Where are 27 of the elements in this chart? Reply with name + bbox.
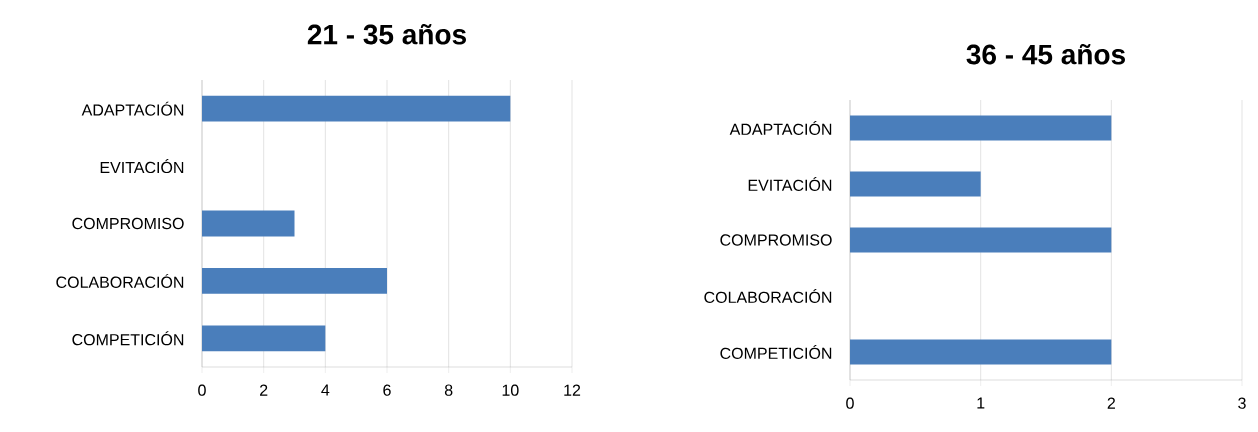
x-tick-label: 1 xyxy=(977,397,985,409)
y-tick-label: ADAPTACIÓN xyxy=(81,101,184,116)
y-tick-label: COMPETICIÓN xyxy=(720,344,832,360)
y-tick-label: COMPROMISO xyxy=(72,217,184,230)
bar xyxy=(202,325,326,352)
x-tick-label: 8 xyxy=(444,384,453,396)
bar xyxy=(202,267,388,294)
y-tick-label: EVITACIÓN xyxy=(748,176,832,192)
x-tick-label: 0 xyxy=(846,397,854,409)
x-tick-label: 2 xyxy=(260,384,268,396)
bar xyxy=(202,95,511,122)
chart-title: 36 - 45 años xyxy=(966,43,1125,65)
x-tick-label: 3 xyxy=(1238,397,1246,409)
y-tick-label: ADAPTACIÓN xyxy=(729,120,832,136)
y-tick-label: EVITACIÓN xyxy=(100,159,184,174)
bar xyxy=(202,210,295,237)
x-tick-label: 2 xyxy=(1107,397,1115,409)
x-tick-label: 4 xyxy=(321,384,330,396)
y-tick-label: COLABORACIÓN xyxy=(56,273,184,288)
y-tick-label: COLABORACIÓN xyxy=(704,288,832,304)
chart-title: 21 - 35 años xyxy=(307,23,466,45)
x-tick-label: 6 xyxy=(383,384,391,396)
x-tick-label: 0 xyxy=(198,384,206,396)
x-tick-label: 10 xyxy=(502,384,519,396)
x-tick-label: 12 xyxy=(564,384,581,396)
y-tick-label: COMPROMISO xyxy=(720,234,832,246)
y-tick-label: COMPETICIÓN xyxy=(72,331,184,346)
